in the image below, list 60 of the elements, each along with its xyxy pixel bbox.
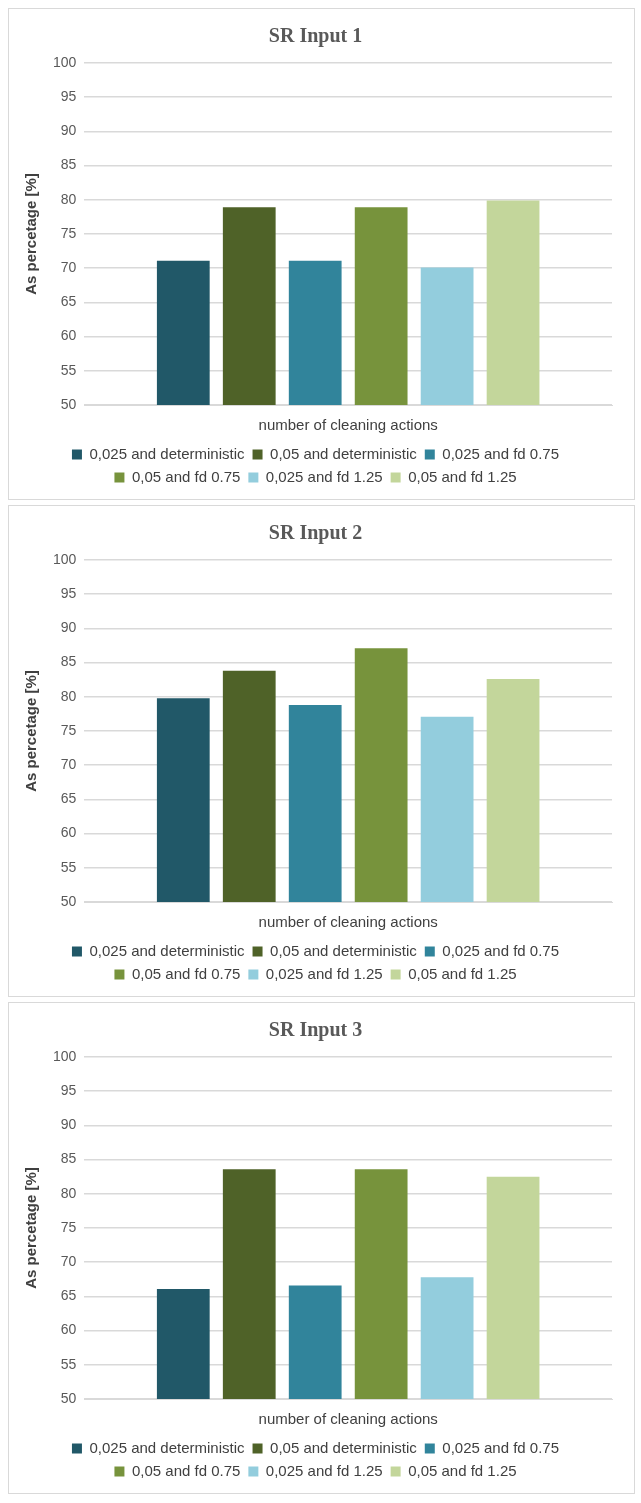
y-tick-label: 85 <box>60 1150 77 1167</box>
y-tick-label: 95 <box>60 88 77 105</box>
y-tick-label: 50 <box>60 395 77 412</box>
x-axis-title: number of cleaning actions <box>258 1410 438 1428</box>
legend-label: 0,05 and fd 1.25 <box>408 467 517 485</box>
y-tick-label: 50 <box>60 1389 77 1406</box>
legend-label: 0,025 and fd 0.75 <box>442 444 560 462</box>
y-tick-label: 100 <box>53 550 77 567</box>
legend-label: 0,025 and fd 1.25 <box>265 964 383 982</box>
y-axis-title: As percetage [%] <box>22 1167 40 1289</box>
legend-label: 0,025 and fd 1.25 <box>265 1461 383 1479</box>
y-tick-label: 90 <box>60 619 77 636</box>
legend-label: 0,05 and fd 0.75 <box>131 467 241 485</box>
y-tick-label: 60 <box>60 327 77 344</box>
legend-label: 0,05 and fd 0.75 <box>131 964 241 982</box>
y-tick-label: 55 <box>60 361 77 378</box>
y-tick-label: 85 <box>60 653 77 670</box>
x-axis-title: number of cleaning actions <box>258 416 438 434</box>
legend-label: 0,05 and deterministic <box>270 444 418 462</box>
y-tick-label: 60 <box>60 824 77 841</box>
y-tick-label: 70 <box>60 756 77 773</box>
legend-label: 0,025 and deterministic <box>89 444 246 462</box>
y-tick-label: 60 <box>60 1321 77 1338</box>
y-tick-label: 85 <box>60 156 77 173</box>
chart-title: SR Input 1 <box>268 24 363 48</box>
y-tick-label: 80 <box>60 1184 77 1201</box>
chart-title: SR Input 2 <box>268 521 363 545</box>
legend-label: 0,025 and fd 1.25 <box>265 467 383 485</box>
y-tick-label: 90 <box>60 1116 77 1133</box>
y-tick-label: 80 <box>60 190 77 207</box>
legend-label: 0,05 and fd 0.75 <box>131 1461 241 1479</box>
y-axis-title: As percetage [%] <box>22 670 40 792</box>
y-tick-label: 55 <box>60 1355 77 1372</box>
y-tick-label: 80 <box>60 687 77 704</box>
y-tick-label: 75 <box>60 224 77 241</box>
y-tick-label: 100 <box>53 53 77 70</box>
y-axis-title: As percetage [%] <box>22 173 40 295</box>
legend-label: 0,025 and deterministic <box>89 1438 246 1456</box>
legend-label: 0,025 and fd 0.75 <box>442 1438 560 1456</box>
y-tick-label: 75 <box>60 1218 77 1235</box>
y-tick-label: 55 <box>60 858 77 875</box>
legend-label: 0,05 and deterministic <box>270 1438 418 1456</box>
legend-label: 0,05 and fd 1.25 <box>408 964 517 982</box>
legend-label: 0,05 and deterministic <box>270 941 418 959</box>
y-tick-label: 65 <box>60 790 77 807</box>
y-tick-label: 70 <box>60 1253 77 1270</box>
chart-title: SR Input 3 <box>268 1018 363 1042</box>
y-tick-label: 100 <box>53 1047 77 1064</box>
y-tick-label: 65 <box>60 1287 77 1304</box>
y-tick-label: 95 <box>60 585 77 602</box>
legend-label: 0,05 and fd 1.25 <box>408 1461 517 1479</box>
y-tick-label: 75 <box>60 721 77 738</box>
legend-label: 0,025 and fd 0.75 <box>442 941 560 959</box>
y-tick-label: 70 <box>60 259 77 276</box>
y-tick-label: 50 <box>60 892 77 909</box>
x-axis-title: number of cleaning actions <box>258 913 438 931</box>
y-tick-label: 65 <box>60 293 77 310</box>
y-tick-label: 95 <box>60 1082 77 1099</box>
y-tick-label: 90 <box>60 122 77 139</box>
legend-label: 0,025 and deterministic <box>89 941 246 959</box>
